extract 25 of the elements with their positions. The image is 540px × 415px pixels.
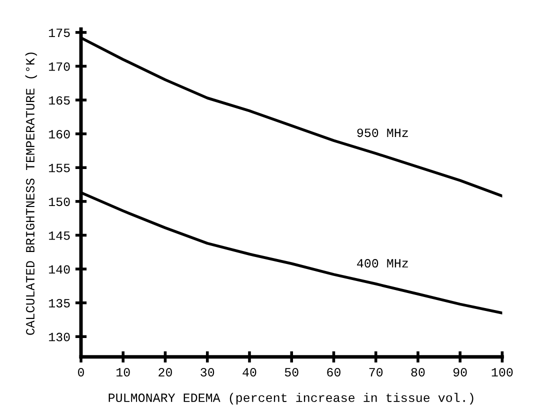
x-tick-label: 70	[369, 368, 383, 376]
x-tick-label: 10	[116, 368, 130, 376]
y-tick-label: 160	[48, 130, 70, 138]
x-tick-label: 40	[242, 368, 256, 376]
series-label: 950 MHz	[357, 128, 408, 138]
y-tick-label: 145	[48, 232, 70, 240]
y-tick-label: 135	[48, 298, 70, 308]
y-tick-label: 140	[48, 265, 70, 274]
y-tick-label: 175	[48, 28, 70, 38]
x-tick-label: 50	[284, 368, 298, 376]
series-label: 400 MHz	[357, 259, 408, 268]
x-tick-label: 0	[78, 368, 84, 376]
x-tick-label: 60	[327, 368, 340, 376]
y-tick-label: 150	[48, 198, 70, 206]
x-tick-label: 20	[158, 368, 172, 376]
x-tick-label: 90	[453, 368, 467, 376]
y-tick-label: 170	[48, 62, 70, 71]
x-tick-label: 100	[492, 368, 513, 376]
y-tick-label: 130	[48, 332, 70, 342]
x-tick-label: 30	[200, 368, 214, 376]
x-axis-title: PULMONARY EDEMA (percent increase in tissue vol.)	[108, 392, 474, 405]
x-tick-label: 80	[411, 368, 425, 376]
y-tick-label: 165	[48, 96, 70, 105]
y-tick-label: 155	[48, 164, 70, 172]
y-axis-title: CALCULATED BRIGHTNESS TEMPERATURE (°K)	[25, 52, 37, 335]
